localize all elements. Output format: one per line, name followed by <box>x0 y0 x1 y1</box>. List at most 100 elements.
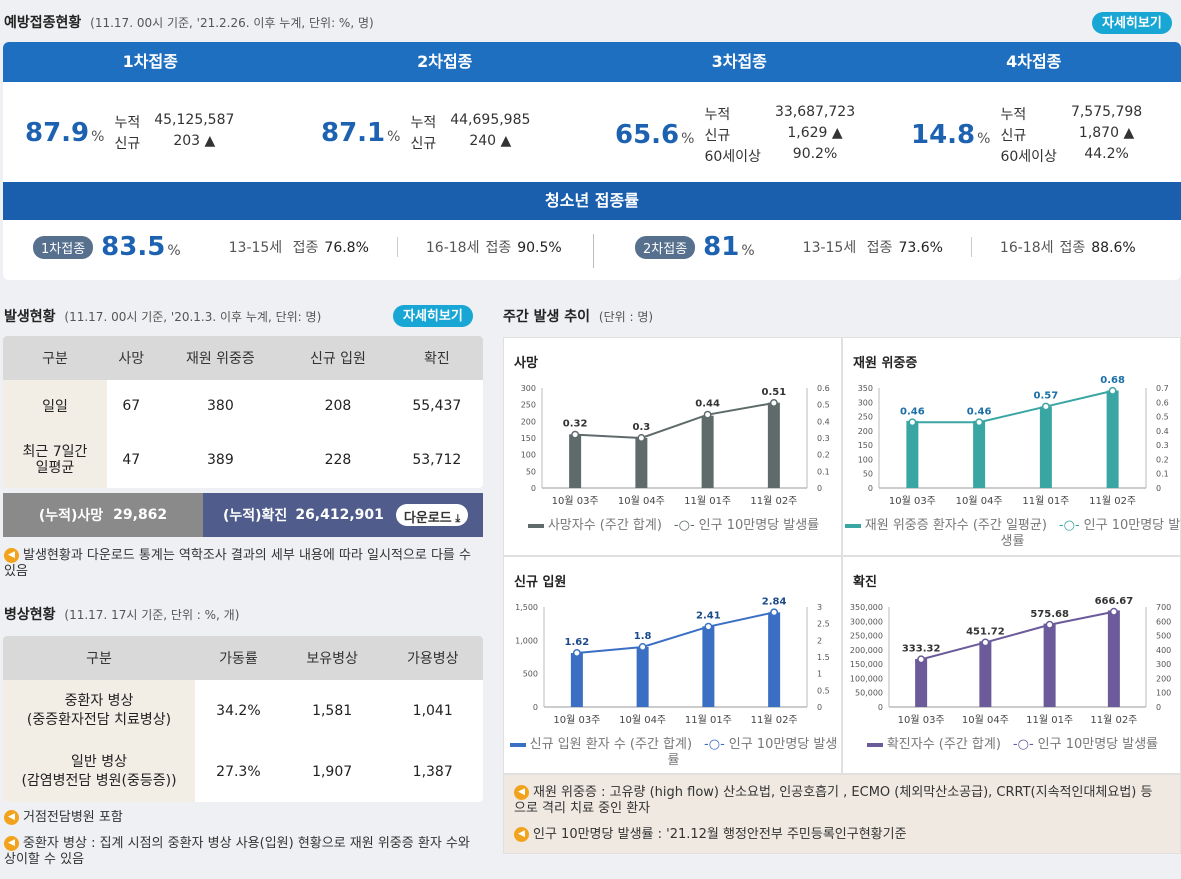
beds-header-row: 구분 가동률 보유병상 가용병상 <box>3 636 483 680</box>
dose-stat-value: 1,870 ▲ <box>1078 125 1135 141</box>
youth-header: 청소년 접종률 <box>3 182 1181 220</box>
youth-pct-unit: % <box>167 243 181 259</box>
y-tick-label-left: 1,500 <box>515 603 538 612</box>
y-tick-label-right: 0.5 <box>817 401 830 410</box>
youth-row: 1차접종 83.5% 13-15세 접종 76.8% 16-18세 접종 90.5% 2차접종… <box>3 228 1181 272</box>
bar <box>768 612 781 707</box>
beds-subtitle: (11.17. 17시 기준, 단위 : %, 개) <box>64 608 240 622</box>
bar <box>1106 390 1119 488</box>
dose-cell: 87.9% 누적 45,125,587 신규 203 ▲ <box>25 112 234 153</box>
rate-point <box>637 434 646 442</box>
dose-cell: 87.1% 누적 44,695,985 신규 240 ▲ <box>321 112 530 153</box>
x-tick-label: 11월 01주 <box>1022 495 1069 507</box>
occurrence-title-text: 발생현황 <box>4 309 56 325</box>
bar <box>979 641 992 707</box>
x-tick-label: 10월 04주 <box>619 714 666 726</box>
data-label: 575.68 <box>1030 609 1069 620</box>
bar <box>1039 406 1052 488</box>
data-label: 666.67 <box>1095 596 1134 607</box>
youth-age-value: 73.6% <box>898 240 943 256</box>
bar <box>635 438 648 488</box>
dose-pct-value: 14.8 <box>911 120 976 150</box>
chart-svg: 300 250 200 150 100 50 0 0.6 0.5 0.4 0.3 0.2 0.1 0 10월… <box>521 384 830 507</box>
youth-dose-d2: 2차접종 81% 13-15세 접종 73.6% 16-18세 접종 88.6% <box>635 232 1136 262</box>
dose-pct-unit: % <box>387 128 401 145</box>
cum-death-label: (누적)사망 <box>38 508 104 524</box>
y-tick-label-left: 350 <box>858 384 873 393</box>
youth-age-label: 16-18세 <box>999 240 1054 256</box>
beds-note-1: ◀ 거점전담병원 포함 <box>4 810 484 826</box>
data-label: 2.84 <box>762 596 787 607</box>
vaccination-detail-button[interactable]: 자세히보기 <box>1092 12 1172 34</box>
row-label-sub: (감염병전담 병원(중등증)) <box>21 772 177 789</box>
row-label: 일반 병상 (감염병전담 병원(중등증)) <box>3 741 195 802</box>
occurrence-subtitle: (11.17. 00시 기준, '20.1.3. 이후 누계, 단위: 명) <box>64 310 322 324</box>
table-cell: 208 <box>324 398 352 414</box>
data-label: 0.3 <box>633 422 651 433</box>
chart-svg: 1,500 1,000 500 0 3 2.5 2 1.5 1 0.5 0 10월 03주 10월 04… <box>515 596 830 726</box>
legend-bar-label: 신규 입원 환자 수 (주간 합계) <box>529 737 693 752</box>
cum-conf-label: (누적)확진 <box>223 508 288 524</box>
occurrence-note: ◀ 발생현황과 다운로드 통계는 역학조사 결과의 세부 내용에 따라 일시적으로… <box>4 548 484 580</box>
legend-bar-label: 재원 위중증 환자수 (주간 일평균) <box>864 518 1047 533</box>
dose-pct-value: 87.9 <box>25 117 90 148</box>
beds-col-category: 구분 <box>3 636 195 680</box>
dose-stat-label: 60세이상 <box>1000 149 1057 165</box>
youth-pct-value: 81 <box>703 232 740 262</box>
chart-panel: 신규 입원 1,500 1,000 500 0 3 2.5 2 1.5 1 0.5 0 10월 03주 1… <box>503 556 842 774</box>
vaccination-title: 예방접종현황 (11.17. 00시 기준, '21.2.26. 이후 누계, … <box>4 12 374 32</box>
x-tick-label: 11월 02주 <box>751 714 798 726</box>
rate-point <box>703 410 712 419</box>
x-tick-label: 11월 01주 <box>684 495 731 507</box>
y-tick-label-left: 250 <box>858 413 873 422</box>
dose-stat-value: 90.2% <box>792 146 838 162</box>
weekly-note-2: ◀ 인구 10만명당 발생률 : '21.12월 행정안전부 주민등록인구현황기준 <box>514 827 1164 843</box>
dose-stat-value: 203 ▲ <box>173 133 216 149</box>
dose-cell: 14.8% 누적 7,575,798 신규 1,870 ▲ 60세이상 44.2% <box>911 104 1142 166</box>
y-tick-label-left: 0 <box>531 484 536 493</box>
y-tick-label-left: 200 <box>521 417 536 426</box>
youth-pct-value: 83.5 <box>101 232 166 262</box>
y-tick-label-right: 0.1 <box>1156 470 1169 479</box>
table-cell: 47 <box>122 452 141 468</box>
speaker-icon: ◀ <box>514 785 529 800</box>
y-tick-label-left: 50 <box>863 470 873 479</box>
dose-stat-label: 누적 <box>704 107 731 123</box>
data-label: 0.51 <box>762 387 787 398</box>
data-label: 451.72 <box>966 626 1005 637</box>
data-label: 0.46 <box>967 406 992 417</box>
row-label-main: 중환자 병상 <box>64 692 134 709</box>
youth-age-group: 13-15세 접종 73.6% <box>803 237 943 257</box>
chart-title: 확진 <box>853 575 877 590</box>
chart-panel: 사망 300 250 200 150 100 50 0 0.6 0.5 0.4 0.3 0.2 0.1 0 1… <box>503 337 842 556</box>
y-tick-label-left: 1,000 <box>515 636 538 645</box>
y-tick-label-left: 200 <box>858 427 873 436</box>
download-button[interactable]: 다운로드 ⤓ <box>395 504 469 526</box>
youth-dose-d1: 1차접종 83.5% 13-15세 접종 76.8% 16-18세 접종 90.5% <box>33 232 562 262</box>
dose-stat-value: 45,125,587 <box>154 112 235 128</box>
legend-line-marker: -○- <box>673 518 695 533</box>
x-tick-label: 10월 04주 <box>956 495 1003 507</box>
y-tick-label-right: 1 <box>817 670 822 679</box>
x-tick-label: 11월 02주 <box>1090 714 1137 726</box>
cumulative-confirmed: (누적)확진 26,412,901 다운로드 ⤓ <box>203 493 483 537</box>
y-tick-label-right: 2.5 <box>817 620 830 629</box>
legend-line-marker: -○- <box>1012 737 1034 752</box>
youth-age-value: 88.6% <box>1091 240 1136 256</box>
beds-table: 구분 가동률 보유병상 가용병상 중환자 병상 (중증환자전담 치료병상) 34… <box>3 636 483 802</box>
dose-pct-unit: % <box>977 131 991 147</box>
legend-bar-swatch <box>844 523 861 528</box>
youth-dose-pill: 1차접종 <box>33 235 94 259</box>
occ-col-admission: 신규 입원 <box>285 336 391 380</box>
occurrence-detail-button[interactable]: 자세히보기 <box>393 305 473 327</box>
dose-stat-value: 7,575,798 <box>1070 104 1143 120</box>
youth-age-value: 76.8% <box>324 240 369 256</box>
y-tick-label-right: 0.4 <box>817 417 830 426</box>
dose-stat-label: 60세이상 <box>704 149 761 165</box>
table-row: 일일 67 380 208 55,437 <box>3 380 483 432</box>
dose-stat-label: 신규 <box>410 136 437 152</box>
vaccination-title-text: 예방접종현황 <box>4 15 82 31</box>
dose-stat-label: 누적 <box>114 115 141 131</box>
dose-pct-unit: % <box>91 128 105 145</box>
bar <box>702 626 715 707</box>
